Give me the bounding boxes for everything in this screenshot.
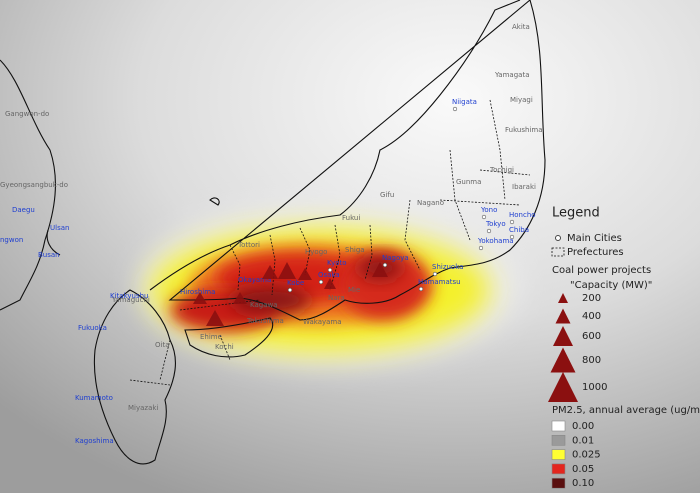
city-label: Okayama — [238, 276, 271, 284]
region-label: Tochigi — [489, 166, 514, 174]
city-symbol — [555, 235, 561, 241]
city-dot — [287, 287, 293, 293]
pm-swatch — [551, 434, 566, 446]
capacity-symbol — [555, 308, 571, 324]
city-label: Kumamoto — [75, 394, 113, 402]
region-label: Fukui — [342, 214, 360, 222]
capacity-label: 800 — [582, 355, 601, 366]
region-label: Gangwon-do — [5, 110, 49, 118]
city-label: Ulsan — [50, 224, 69, 232]
city-label: ngwon — [0, 236, 23, 244]
region-label: Gunma — [456, 178, 481, 186]
city-label: Kagoshima — [75, 437, 114, 445]
legend-label: Prefectures — [567, 247, 624, 258]
region-label: Oita — [155, 341, 170, 349]
city-label: Tokyo — [485, 220, 506, 228]
city-dot — [452, 106, 458, 112]
city-dot — [478, 245, 484, 251]
pm-label: 0.01 — [572, 435, 594, 446]
region-label: Miyazaki — [128, 404, 158, 412]
city-label: Busan — [38, 251, 60, 259]
region-label: Ehime — [200, 333, 222, 341]
city-label: Hiroshima — [180, 288, 215, 296]
city-label: Yono — [480, 206, 497, 214]
capacity-label: 200 — [582, 293, 601, 304]
legend-label: "Capacity (MW)" — [570, 280, 652, 291]
pm-label: 0.10 — [572, 478, 594, 489]
region-label: Wakayama — [303, 318, 342, 326]
city-label: Kyoto — [327, 259, 347, 267]
region-label: Ibaraki — [512, 183, 536, 191]
region-label: Hyogo — [305, 248, 327, 256]
city-label: Kitakyushu — [110, 292, 148, 300]
region-label: Gifu — [380, 191, 394, 199]
capacity-symbol — [558, 293, 568, 303]
city-label: Fukuoka — [78, 324, 107, 332]
capacity-label: 400 — [582, 311, 601, 322]
city-label: Chiba — [509, 226, 529, 234]
region-label: Fukushima — [505, 126, 543, 134]
legend-label: PM2.5, annual average (ug/m3) — [552, 405, 700, 416]
city-dot — [486, 228, 492, 234]
pm-label: 0.00 — [572, 421, 594, 432]
region-label: Shiga — [345, 246, 365, 254]
region-label: Yamaguchi — [111, 296, 150, 304]
city-label: Osaka — [318, 271, 340, 279]
city-dot — [509, 219, 515, 225]
city-label: Daegu — [12, 206, 35, 214]
region-label: Nara — [328, 294, 345, 302]
city-label: Yokohama — [477, 237, 514, 245]
city-dot — [418, 286, 424, 292]
pm-label: 0.025 — [572, 450, 601, 461]
pm-swatch — [551, 420, 566, 432]
region-label: Mie — [348, 286, 360, 294]
legend: Legend Main Cities Prefectures Coal powe… — [548, 206, 700, 489]
capacity-symbol — [553, 326, 573, 346]
pm-swatch — [551, 477, 566, 489]
city-label: Kobe — [287, 279, 304, 287]
region-label: Nagano — [417, 199, 444, 207]
prefecture-symbol — [551, 247, 565, 257]
city-dot — [432, 271, 438, 277]
capacity-label: 1000 — [582, 382, 607, 393]
pm-swatch — [551, 463, 566, 475]
region-label: Gyeongsangbuk-do — [0, 181, 68, 189]
city-dot — [327, 267, 333, 273]
city-dot — [509, 234, 515, 240]
legend-title: Legend — [552, 206, 600, 221]
city-dot — [382, 262, 388, 268]
region-label: Kochi — [215, 343, 234, 351]
city-label: Shizuoka — [432, 263, 463, 271]
region-label: Miyagi — [510, 96, 533, 104]
prefecture-borders — [129, 99, 531, 386]
legend-label: Coal power projects — [552, 265, 651, 276]
legend-label: Main Cities — [567, 233, 622, 244]
city-label: Nagoya — [382, 254, 409, 262]
region-label: Tokushima — [246, 317, 284, 325]
city-label: Hamamatsu — [418, 278, 461, 286]
pm-label: 0.05 — [572, 464, 594, 475]
pm-swatch — [551, 449, 566, 460]
region-label: Yamagata — [494, 71, 529, 79]
city-dot — [481, 214, 487, 220]
region-label: Kagawa — [250, 301, 278, 309]
capacity-symbol — [548, 372, 578, 402]
city-label: Niigata — [452, 98, 477, 106]
capacity-label: 600 — [582, 331, 601, 342]
city-label: Honcho — [509, 211, 536, 219]
coastlines — [0, 0, 546, 465]
region-label: Tottori — [237, 241, 260, 249]
city-dot — [318, 279, 324, 285]
coal-plants — [193, 262, 388, 326]
region-label: Akita — [512, 23, 530, 31]
capacity-symbol — [550, 347, 576, 373]
